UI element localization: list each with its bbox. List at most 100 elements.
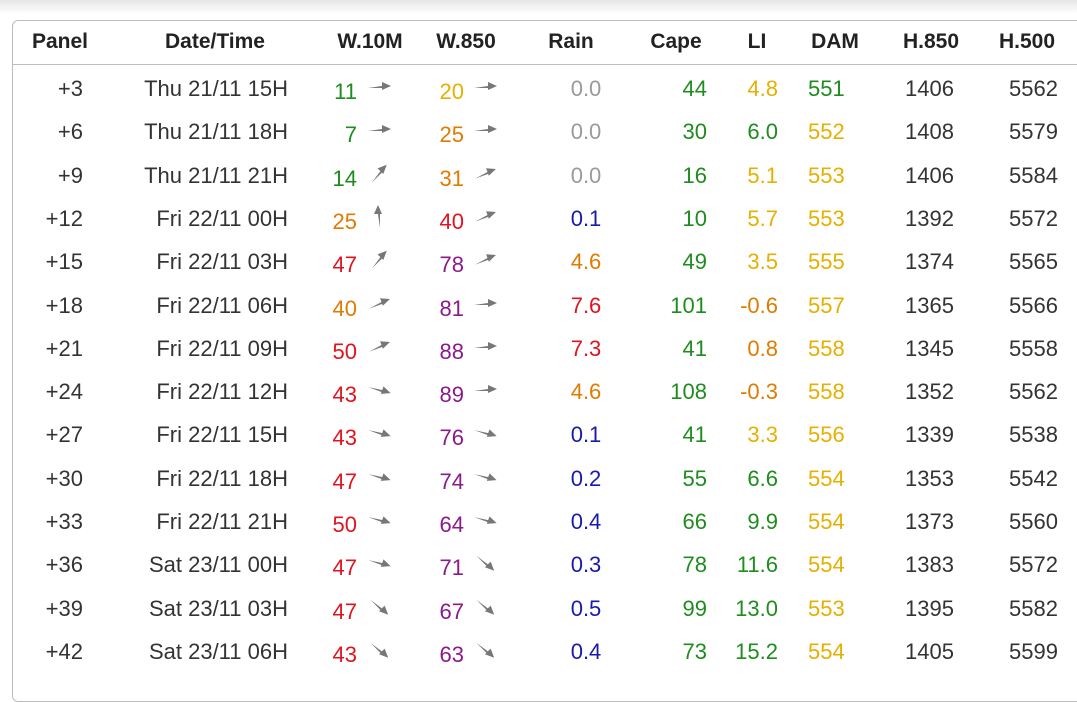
table-cell: 64 bbox=[439, 512, 464, 537]
table-cell: 0.5 bbox=[570, 595, 602, 621]
table-cell: 74 bbox=[439, 468, 464, 494]
table-cell: 40 bbox=[332, 295, 357, 321]
table-cell: +36 bbox=[45, 552, 83, 578]
table-cell: +9 bbox=[57, 162, 83, 188]
wind-arrow bbox=[368, 429, 391, 438]
table-cell: 558 bbox=[808, 379, 845, 405]
table-cell: Thu 21/11 21H bbox=[144, 162, 288, 188]
table-cell: 7 bbox=[344, 122, 357, 148]
wind-arrow bbox=[368, 473, 391, 481]
table-cell: 7.3 bbox=[570, 335, 602, 361]
table-cell: 0.0 bbox=[570, 76, 602, 101]
table-cell: Fri 22/11 18H bbox=[156, 465, 288, 491]
wind-arrow bbox=[369, 341, 390, 352]
wind-arrow bbox=[371, 250, 387, 269]
wind-arrow bbox=[475, 254, 496, 265]
table-cell: 99 bbox=[682, 595, 707, 621]
wind-arrow bbox=[474, 82, 497, 90]
table-cell: 5542 bbox=[1009, 465, 1058, 491]
table-cell: 0.8 bbox=[747, 335, 778, 361]
wind-arrow bbox=[475, 167, 496, 179]
table-cell: 0.0 bbox=[570, 119, 602, 145]
column-header: Cape bbox=[650, 30, 702, 53]
table-cell: 5560 bbox=[1009, 509, 1058, 534]
table-cell: +24 bbox=[45, 379, 83, 405]
table-cell: 76 bbox=[439, 425, 464, 451]
table-cell: +30 bbox=[45, 465, 83, 491]
table-cell: 25 bbox=[439, 122, 464, 148]
column-header: H.850 bbox=[902, 30, 960, 53]
table-cell: 31 bbox=[439, 165, 464, 191]
table-cell: Sat 23/11 03H bbox=[148, 595, 288, 621]
wind-arrow bbox=[474, 125, 497, 134]
table-cell: Sat 23/11 00H bbox=[148, 552, 288, 578]
table-cell: +6 bbox=[57, 119, 83, 145]
column-header: DAM bbox=[811, 30, 859, 53]
table-cell: +15 bbox=[45, 249, 83, 275]
table-cell: 554 bbox=[808, 509, 845, 534]
wind-arrow bbox=[368, 386, 391, 394]
table-cell: 6.6 bbox=[747, 465, 778, 491]
table-cell: 1408 bbox=[905, 119, 954, 145]
table-cell: 1395 bbox=[905, 595, 954, 621]
table-cell: 5.7 bbox=[747, 205, 778, 231]
table-cell: 47 bbox=[332, 252, 357, 278]
table-cell: 40 bbox=[439, 208, 464, 234]
table-cell: -0.6 bbox=[740, 292, 778, 318]
table-cell: 553 bbox=[808, 595, 845, 621]
table-cell: 1365 bbox=[905, 292, 954, 318]
table-cell: 63 bbox=[439, 641, 464, 667]
table-cell: 43 bbox=[332, 641, 357, 667]
table-cell: 5566 bbox=[1009, 292, 1058, 318]
table-cell: 1374 bbox=[905, 249, 954, 275]
table-cell: 9.9 bbox=[747, 509, 778, 534]
table-cell: Fri 22/11 03H bbox=[156, 249, 288, 275]
wind-arrow bbox=[474, 385, 497, 394]
wind-arrow bbox=[370, 599, 389, 615]
table-cell: 5599 bbox=[1009, 638, 1058, 664]
table-cell: 5562 bbox=[1009, 76, 1058, 101]
wind-arrow bbox=[474, 298, 497, 307]
table-cell: -0.3 bbox=[740, 379, 778, 405]
table-cell: 78 bbox=[682, 552, 707, 578]
table-cell: 43 bbox=[332, 382, 357, 408]
table-cell: 73 bbox=[682, 638, 707, 664]
table-cell: 16 bbox=[682, 162, 707, 188]
table-cell: 50 bbox=[332, 512, 357, 537]
table-cell: 11 bbox=[334, 79, 357, 104]
table-cell: Fri 22/11 06H bbox=[156, 292, 288, 318]
table-cell: 1352 bbox=[905, 379, 954, 405]
table-cell: 4.6 bbox=[570, 249, 602, 275]
table-cell: 41 bbox=[682, 422, 707, 448]
table-cell: 67 bbox=[439, 598, 464, 624]
wind-arrow bbox=[374, 204, 382, 228]
table-cell: Thu 21/11 18H bbox=[144, 119, 288, 145]
table-cell: 88 bbox=[439, 338, 464, 364]
table-cell: 0.3 bbox=[570, 552, 602, 578]
table-cell: 5558 bbox=[1009, 335, 1058, 361]
table-cell: 1339 bbox=[905, 422, 954, 448]
table-frame bbox=[12, 20, 1077, 702]
table-cell: 30 bbox=[682, 119, 707, 145]
wind-arrow bbox=[368, 82, 391, 90]
table-cell: 4.8 bbox=[747, 76, 778, 101]
table-cell: Fri 22/11 00H bbox=[156, 205, 288, 231]
table-cell: 14 bbox=[332, 165, 357, 191]
table-cell: 1373 bbox=[905, 509, 954, 534]
header-divider bbox=[12, 64, 1077, 65]
table-cell: 554 bbox=[808, 465, 845, 491]
table-cell: 1383 bbox=[905, 552, 954, 578]
top-shadow bbox=[0, 0, 1077, 14]
table-cell: +3 bbox=[57, 76, 83, 101]
table-cell: 20 bbox=[439, 79, 464, 104]
table-cell: +39 bbox=[45, 595, 83, 621]
table-cell: +18 bbox=[45, 292, 83, 318]
table-cell: +12 bbox=[45, 205, 83, 231]
table-cell: 71 bbox=[439, 555, 464, 581]
table-cell: Sat 23/11 06H bbox=[148, 638, 288, 664]
wind-arrow bbox=[369, 297, 390, 309]
table-cell: 44 bbox=[682, 76, 707, 101]
wind-arrow bbox=[474, 341, 497, 350]
table-cell: 25 bbox=[332, 208, 357, 234]
